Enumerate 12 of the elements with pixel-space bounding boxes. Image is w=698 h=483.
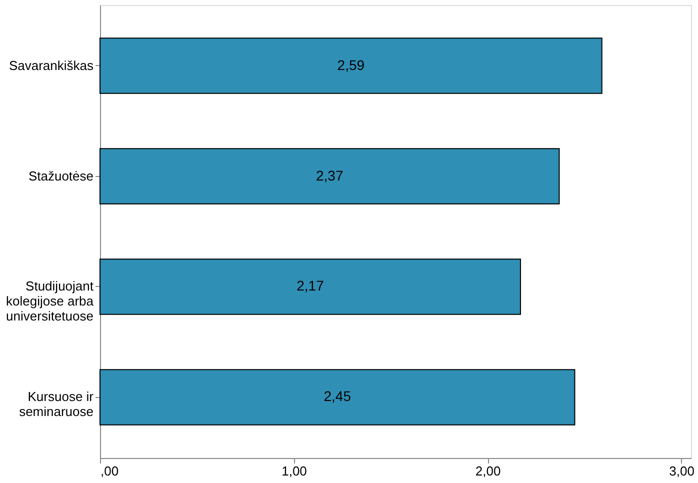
- x-tick-label: 2,00: [475, 464, 501, 478]
- y-tick-label: Studijuojant kolegijose arba universitetuose: [6, 278, 94, 324]
- data-label: 2,45: [324, 388, 352, 404]
- data-label: 2,17: [296, 278, 324, 294]
- data-label: 2,59: [337, 56, 365, 73]
- x-tick-label: 1,00: [282, 464, 307, 478]
- y-tick-label: Stažuotėse: [28, 168, 94, 184]
- y-tick-label: Savarankiškas: [8, 58, 94, 73]
- x-tick-label: 3,00: [669, 464, 694, 478]
- data-label: 2,37: [316, 167, 344, 184]
- x-tick-label: ,00: [100, 464, 119, 478]
- y-tick-label: Kursuose ir seminaruose: [19, 389, 94, 420]
